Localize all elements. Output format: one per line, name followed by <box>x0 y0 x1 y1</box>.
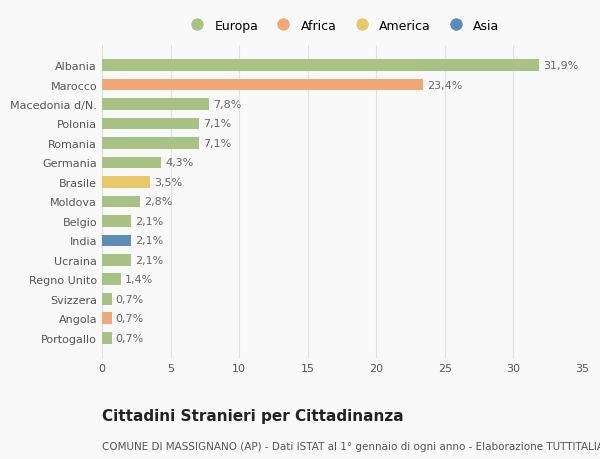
Text: Cittadini Stranieri per Cittadinanza: Cittadini Stranieri per Cittadinanza <box>102 409 404 424</box>
Text: COMUNE DI MASSIGNANO (AP) - Dati ISTAT al 1° gennaio di ogni anno - Elaborazione: COMUNE DI MASSIGNANO (AP) - Dati ISTAT a… <box>102 441 600 451</box>
Text: 0,7%: 0,7% <box>116 294 144 304</box>
Bar <box>102 99 209 111</box>
Bar <box>102 313 112 325</box>
Bar <box>102 177 150 188</box>
Legend: Europa, Africa, America, Asia: Europa, Africa, America, Asia <box>179 15 505 38</box>
Text: 31,9%: 31,9% <box>544 61 579 71</box>
Bar <box>102 118 199 130</box>
Text: 2,1%: 2,1% <box>135 216 163 226</box>
Text: 23,4%: 23,4% <box>427 80 463 90</box>
Text: 0,7%: 0,7% <box>116 313 144 324</box>
Text: 7,1%: 7,1% <box>203 139 232 149</box>
Bar <box>102 216 131 227</box>
Bar <box>102 60 539 72</box>
Bar <box>102 293 112 305</box>
Bar <box>102 254 131 266</box>
Text: 2,8%: 2,8% <box>145 197 173 207</box>
Bar <box>102 79 423 91</box>
Bar <box>102 332 112 344</box>
Text: 0,7%: 0,7% <box>116 333 144 343</box>
Text: 7,8%: 7,8% <box>213 100 241 110</box>
Bar <box>102 157 161 169</box>
Bar <box>102 196 140 208</box>
Bar <box>102 274 121 285</box>
Text: 4,3%: 4,3% <box>165 158 193 168</box>
Text: 2,1%: 2,1% <box>135 255 163 265</box>
Text: 1,4%: 1,4% <box>125 274 154 285</box>
Bar <box>102 235 131 246</box>
Bar <box>102 138 199 150</box>
Text: 7,1%: 7,1% <box>203 119 232 129</box>
Text: 3,5%: 3,5% <box>154 178 182 188</box>
Text: 2,1%: 2,1% <box>135 236 163 246</box>
